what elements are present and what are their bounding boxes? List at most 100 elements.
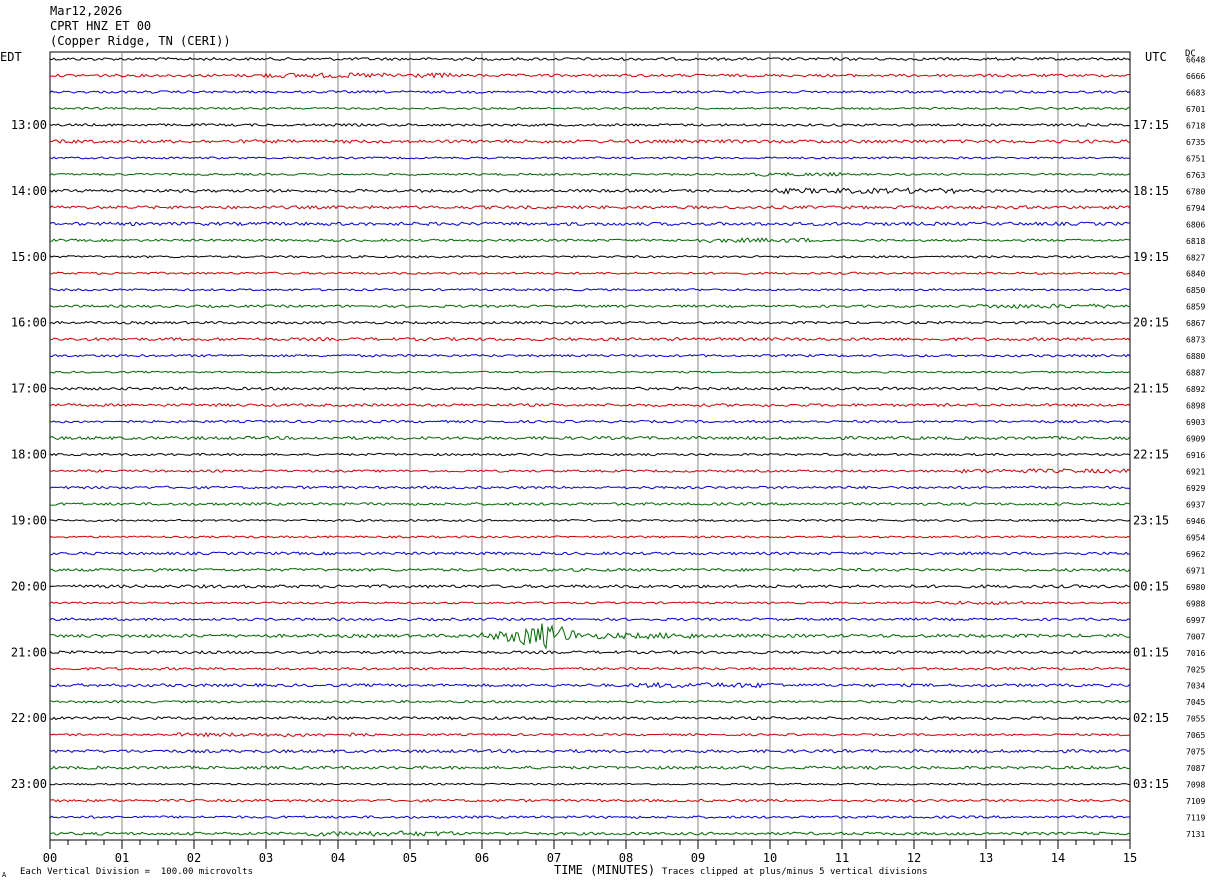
left-time-label: 13:00 <box>11 118 47 132</box>
right-time-label: 17:15 <box>1133 118 1169 132</box>
trace-47 <box>49 830 1131 837</box>
trace-28 <box>49 518 1131 523</box>
trace-12 <box>49 255 1131 259</box>
dc-offset-label: 6921 <box>1186 468 1205 477</box>
dc-offset-label: 6840 <box>1186 270 1205 279</box>
header-station: CPRT HNZ ET 00 <box>50 19 152 33</box>
left-time-label: 14:00 <box>11 184 47 198</box>
right-time-label: 00:15 <box>1133 579 1169 593</box>
trace-34 <box>49 617 1131 622</box>
trace-9 <box>49 204 1131 210</box>
trace-25 <box>49 468 1131 474</box>
trace-29 <box>49 535 1131 539</box>
dc-offset-label: 7075 <box>1186 748 1205 757</box>
x-tick-label: 14 <box>1051 851 1065 865</box>
right-time-label: 19:15 <box>1133 250 1169 264</box>
right-timezone-label: UTC <box>1145 50 1167 64</box>
trace-38 <box>49 681 1131 689</box>
x-tick-label: 13 <box>979 851 993 865</box>
right-time-label: 02:15 <box>1133 711 1169 725</box>
dc-offset-label: 7007 <box>1186 632 1205 641</box>
dc-offset-label: 6850 <box>1186 286 1205 295</box>
trace-8 <box>49 187 1131 195</box>
dc-offset-label: 7109 <box>1186 797 1205 806</box>
dc-offset-label: 6718 <box>1186 121 1205 130</box>
dc-offset-label: 6859 <box>1186 303 1205 312</box>
x-tick-label: 15 <box>1123 851 1137 865</box>
trace-35 <box>50 623 1131 650</box>
trace-22 <box>49 419 1131 424</box>
dc-offset-label: 6980 <box>1186 583 1205 592</box>
x-tick-label: 01 <box>115 851 129 865</box>
trace-33 <box>49 600 1131 606</box>
dc-offset-label: 6946 <box>1186 517 1205 526</box>
dc-offset-label: 7119 <box>1186 814 1205 823</box>
x-tick-label: 00 <box>43 851 57 865</box>
trace-4 <box>49 122 1131 127</box>
dc-offset-label: 6916 <box>1186 451 1205 460</box>
dc-offset-label: 6988 <box>1186 599 1205 608</box>
x-tick-label: 08 <box>619 851 633 865</box>
x-tick-label: 07 <box>547 851 561 865</box>
dc-offset-label: 6937 <box>1186 500 1205 509</box>
trace-0 <box>50 56 1131 62</box>
plot-frame <box>49 51 1131 841</box>
x-tick-label: 09 <box>691 851 705 865</box>
dc-offset-label: 6683 <box>1186 88 1205 97</box>
right-time-label: 18:15 <box>1133 184 1169 198</box>
right-time-label: 21:15 <box>1133 382 1169 396</box>
trace-39 <box>49 699 1131 704</box>
dc-offset-label: 6898 <box>1186 402 1205 411</box>
trace-23 <box>49 435 1131 441</box>
dc-label: DC <box>1185 49 1196 59</box>
right-time-label: 23:15 <box>1133 513 1169 527</box>
right-time-label: 01:15 <box>1133 645 1169 659</box>
dc-offset-label: 6751 <box>1186 154 1205 163</box>
trace-40 <box>49 716 1131 721</box>
dc-offset-label: 6962 <box>1186 550 1205 559</box>
trace-6 <box>49 156 1131 160</box>
x-axis-title: TIME (MINUTES) <box>554 863 656 877</box>
dc-offset-label: 6929 <box>1186 484 1205 493</box>
trace-30 <box>49 551 1131 556</box>
dc-offset-label: 6954 <box>1186 533 1205 542</box>
trace-36 <box>49 650 1131 655</box>
trace-26 <box>49 485 1131 490</box>
dc-offset-label: 6909 <box>1186 435 1205 444</box>
dc-offset-label: 6903 <box>1186 418 1205 427</box>
dc-offset-label: 6997 <box>1186 616 1205 625</box>
trace-13 <box>49 271 1131 275</box>
trace-2 <box>49 90 1131 94</box>
trace-43 <box>50 765 1131 770</box>
header-location: (Copper Ridge, TN (CERI)) <box>50 34 231 48</box>
x-tick-label: 10 <box>763 851 777 865</box>
dc-offset-label: 7045 <box>1186 698 1205 707</box>
dc-offset-label: 6794 <box>1186 204 1205 213</box>
trace-21 <box>49 402 1131 408</box>
trace-5 <box>50 139 1131 144</box>
dc-offset-label: 6763 <box>1186 171 1205 180</box>
dc-offset-label: 7131 <box>1186 830 1205 839</box>
trace-31 <box>49 567 1131 573</box>
dc-offset-label: 6887 <box>1186 369 1205 378</box>
right-time-label: 03:15 <box>1133 777 1169 791</box>
dc-offset-label: 7065 <box>1186 731 1205 740</box>
trace-16 <box>49 320 1131 325</box>
left-time-label: 21:00 <box>11 645 47 659</box>
trace-7 <box>49 171 1131 177</box>
trace-3 <box>49 106 1131 111</box>
x-tick-label: 03 <box>259 851 273 865</box>
trace-24 <box>49 452 1131 457</box>
dc-offset-label: 7055 <box>1186 715 1205 724</box>
dc-offset-label: 6971 <box>1186 566 1205 575</box>
dc-offset-label: 7025 <box>1186 665 1205 674</box>
dc-offset-label: 7098 <box>1186 781 1205 790</box>
left-time-label: 17:00 <box>11 382 47 396</box>
dc-offset-label: 6873 <box>1186 336 1205 345</box>
x-tick-label: 04 <box>331 851 345 865</box>
left-time-label: 18:00 <box>11 448 47 462</box>
dc-offset-label: 7016 <box>1186 649 1205 658</box>
trace-42 <box>49 748 1131 754</box>
left-timezone-label: EDT <box>0 50 22 64</box>
